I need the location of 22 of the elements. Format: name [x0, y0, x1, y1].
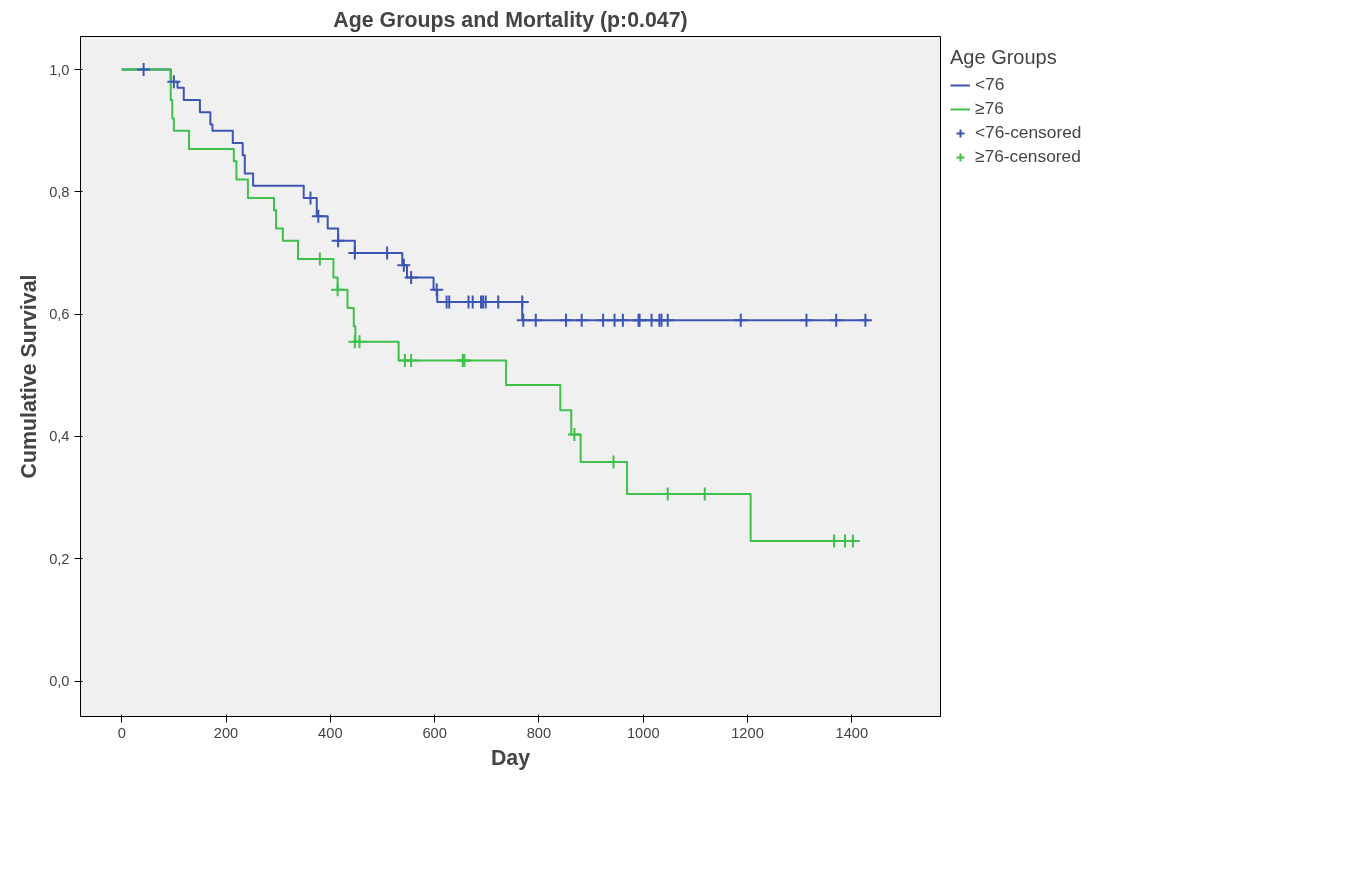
legend-label: ≥76-censored	[975, 146, 1081, 167]
legend-label: <76	[975, 74, 1005, 95]
y-tick-label: 1,0	[49, 61, 70, 78]
x-axis-title: Day	[490, 745, 531, 770]
legend-label: ≥76	[975, 98, 1004, 119]
legend-label: <76-censored	[975, 122, 1082, 143]
x-tick-label: 200	[213, 724, 239, 741]
x-tick-label: 800	[526, 724, 552, 741]
x-tick-label: 1400	[835, 724, 869, 741]
x-tick-label: 400	[318, 724, 343, 741]
y-tick-label: 0,4	[49, 428, 70, 445]
y-tick-label: 0,6	[49, 306, 70, 323]
x-tick-label: 1200	[731, 724, 764, 741]
legend-title: Age Groups	[950, 46, 1058, 69]
x-tick-label: 1000	[626, 724, 660, 741]
y-axis-title: Cumulative Survival	[17, 274, 42, 479]
x-tick-label: 600	[422, 724, 447, 741]
chart-title: Age Groups and Mortality (p:0.047)	[333, 7, 688, 32]
y-tick-label: 0,2	[49, 550, 70, 567]
y-tick-label: 0,8	[49, 183, 70, 200]
y-tick-label: 0,0	[49, 673, 70, 690]
x-tick-label: 0	[117, 724, 126, 741]
